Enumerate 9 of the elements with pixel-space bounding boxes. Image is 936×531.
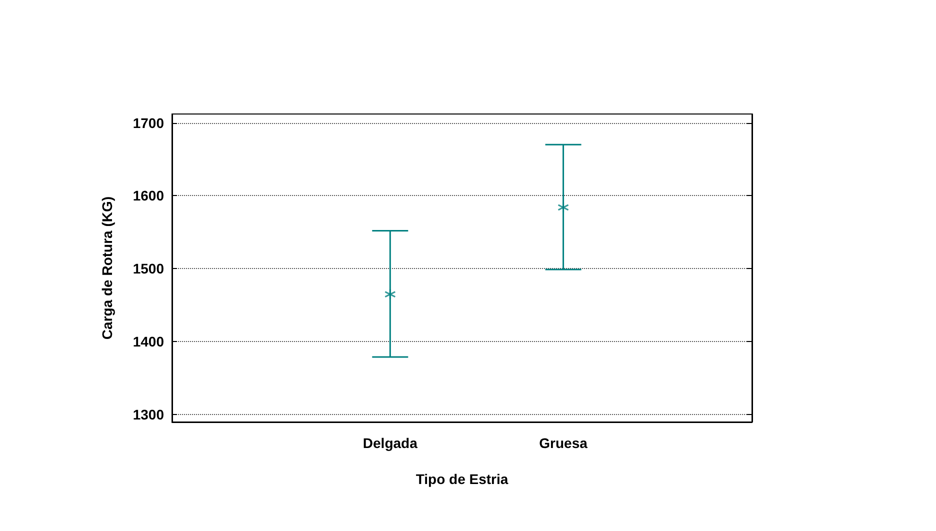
y-axis-title: Carga de Rotura (KG) [99, 196, 115, 340]
y-tick-label: 1400 [132, 334, 164, 350]
y-tick-label: 1700 [132, 114, 164, 131]
x-axis-title: Tipo de Estria [416, 471, 508, 487]
y-tick-label: 1500 [132, 260, 164, 277]
y-tick-label: 1300 [132, 406, 164, 423]
y-tick-label: 1600 [132, 188, 164, 204]
x-tick-label: Delgada [362, 435, 418, 451]
x-tick-label: Gruesa [539, 435, 588, 451]
